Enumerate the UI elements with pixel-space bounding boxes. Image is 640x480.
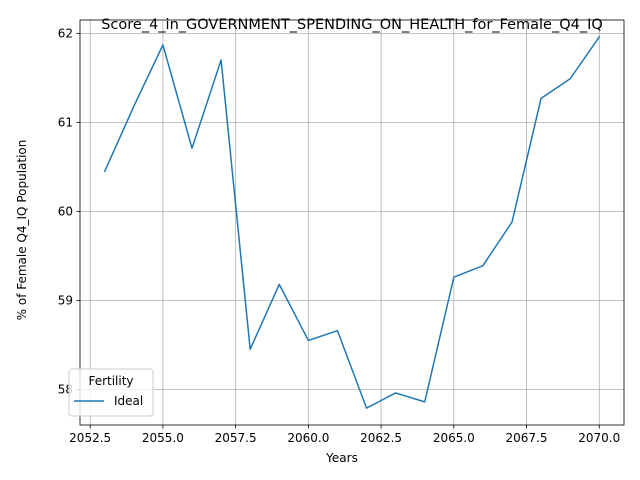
x-tick-label: 2055.0 [142, 431, 184, 445]
series-line-ideal [103, 35, 601, 409]
x-tick-label: 2057.5 [215, 431, 257, 445]
x-tick-label: 2070.0 [578, 431, 620, 445]
series-layer [103, 35, 601, 409]
x-axis: 2052.5 2055.0 2057.5 2060.0 2062.5 2065.0 2067… [69, 425, 620, 445]
plot-frame [79, 19, 625, 426]
y-tick-label: 60 [58, 204, 73, 218]
legend-label-ideal: Ideal [114, 394, 143, 408]
grid [80, 20, 624, 425]
y-tick-label: 59 [58, 293, 73, 307]
x-tick-label: 2052.5 [69, 431, 111, 445]
legend-title: Fertility [88, 374, 133, 388]
x-tick-label: 2065.0 [433, 431, 475, 445]
y-tick-label: 61 [58, 115, 73, 129]
legend: Fertility Ideal [68, 368, 154, 417]
x-tick-label: 2060.0 [287, 431, 329, 445]
y-tick-label: 62 [58, 26, 73, 40]
legend-box [68, 368, 154, 417]
chart-title: Score_4_in_GOVERNMENT_SPENDING_ON_HEALTH… [101, 17, 603, 33]
y-axis-title: % of Female Q4_IQ Population [15, 140, 29, 321]
x-tick-label: 2062.5 [360, 431, 402, 445]
x-tick-label: 2067.5 [506, 431, 548, 445]
x-axis-title: Years [325, 451, 358, 465]
